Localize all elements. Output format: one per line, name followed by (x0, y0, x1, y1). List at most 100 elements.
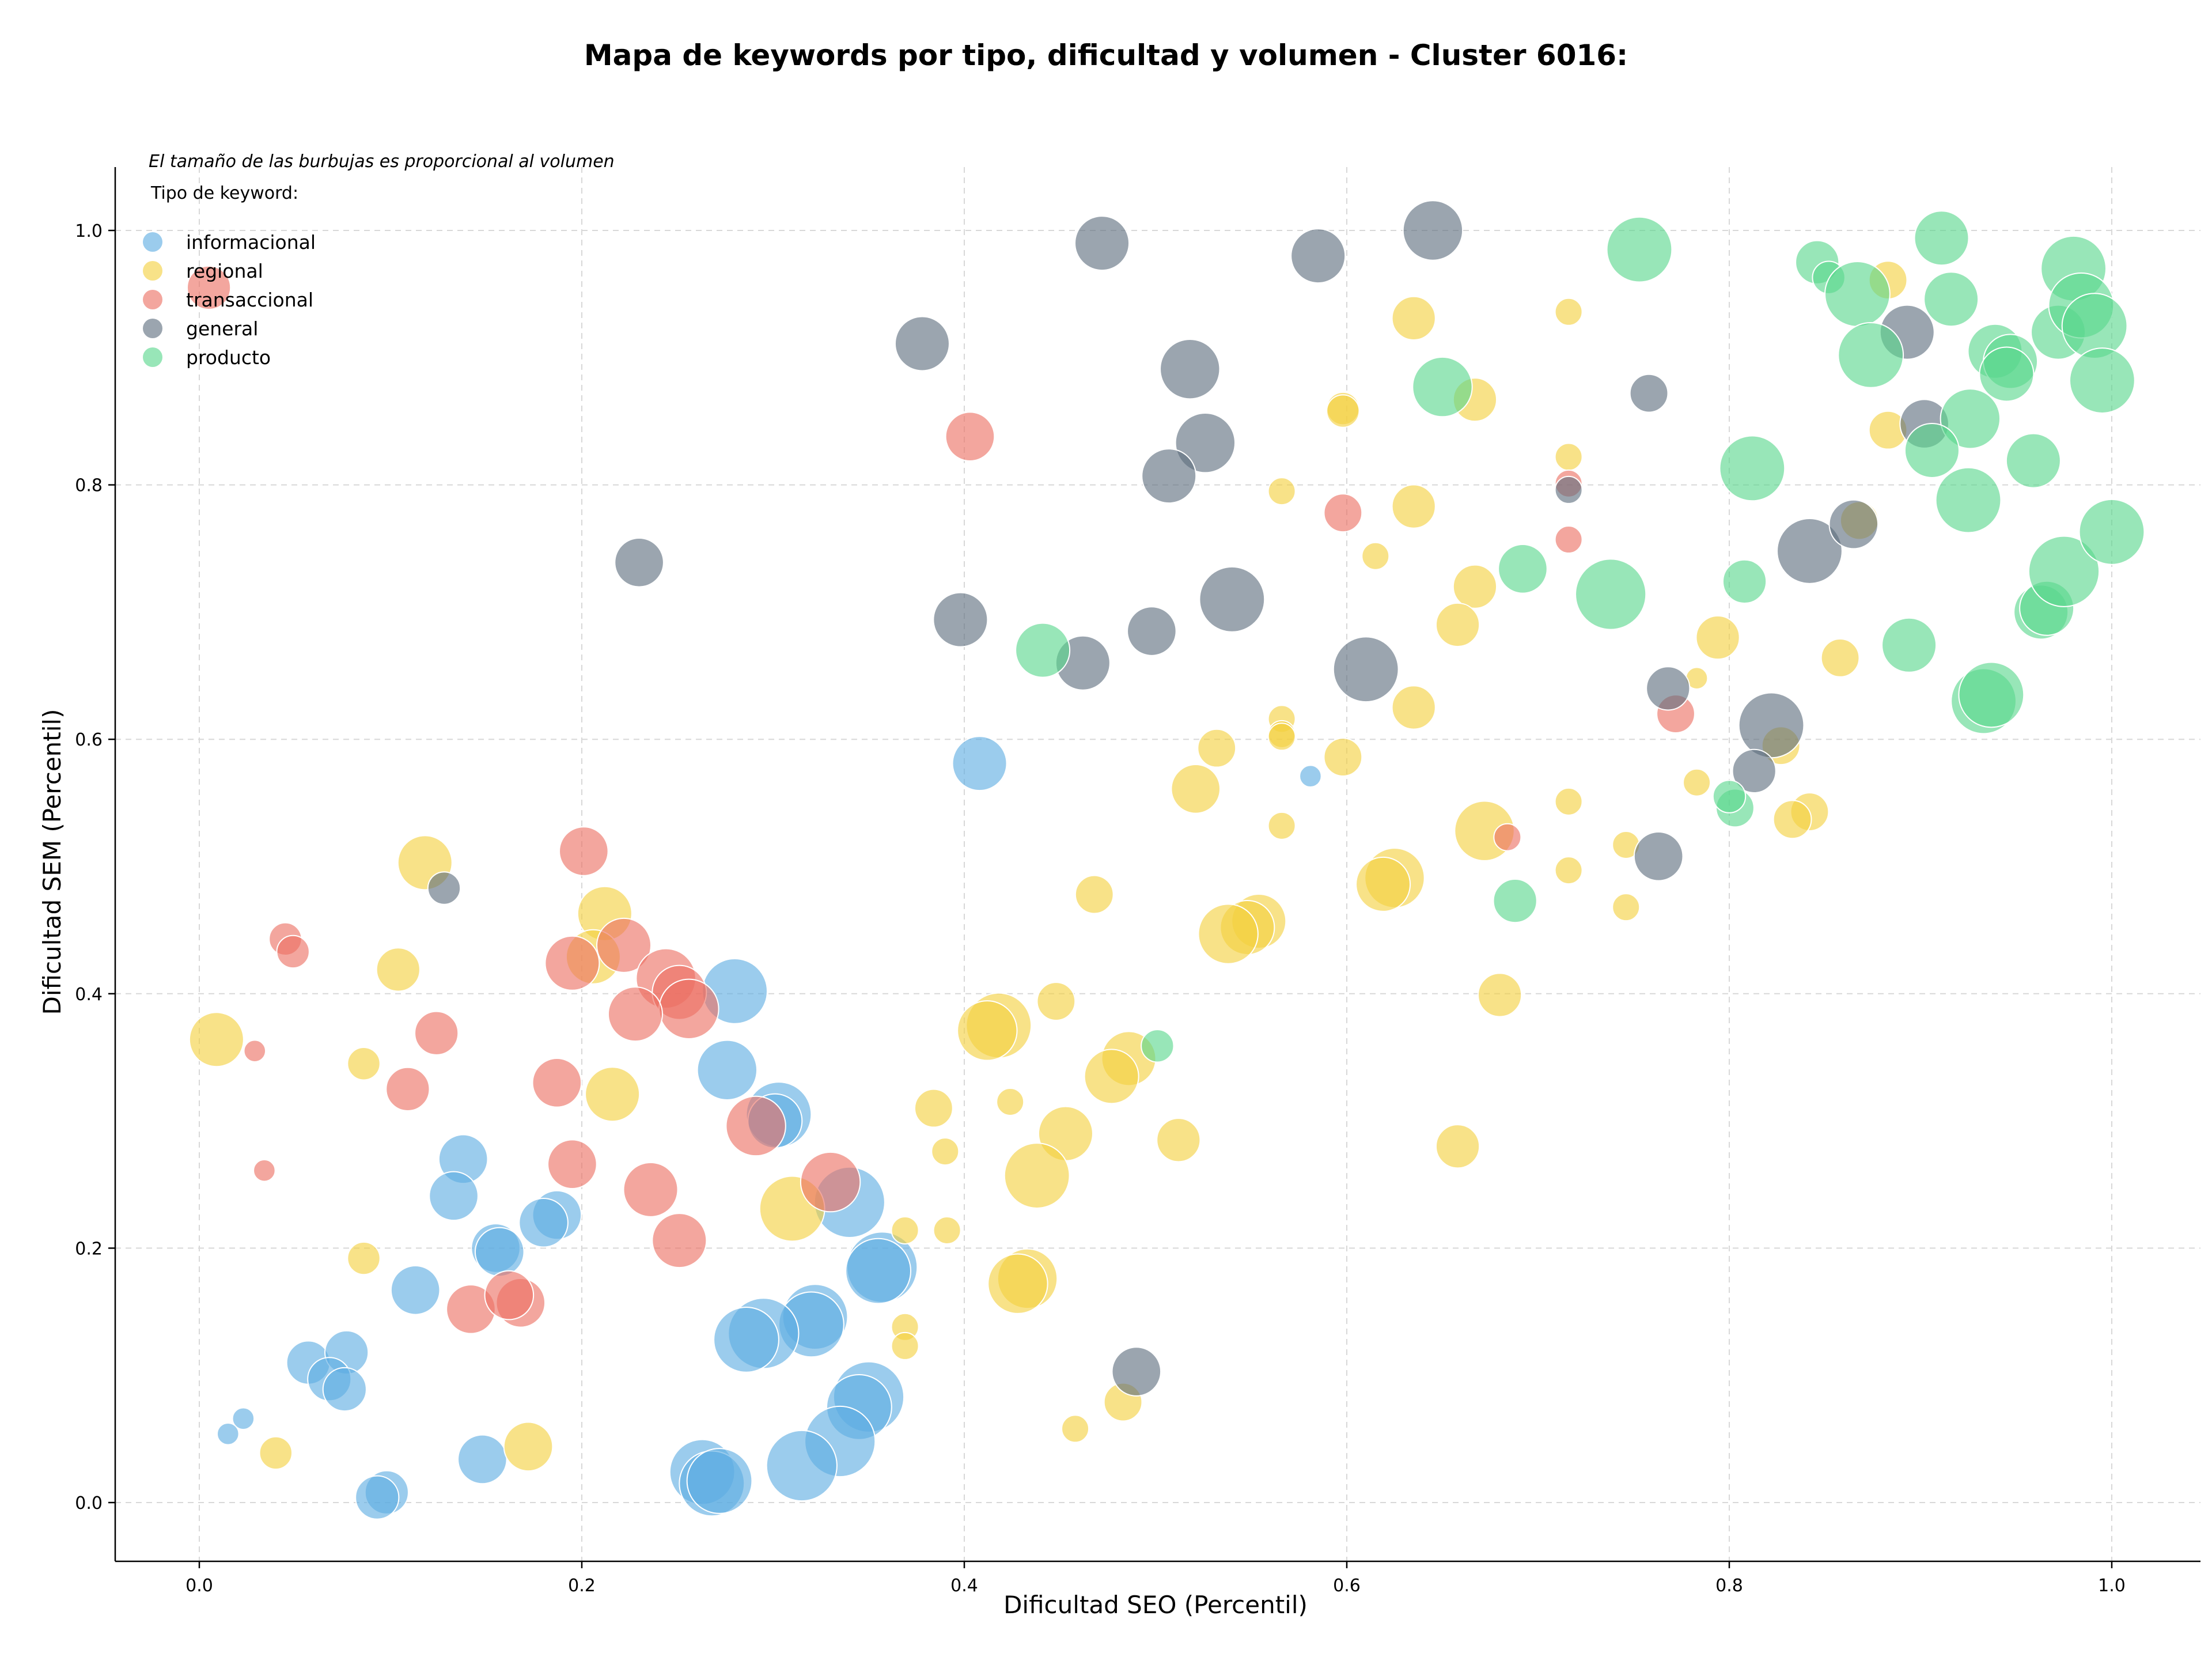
bubble-producto (1824, 261, 1891, 327)
bubble-regional (1435, 1124, 1480, 1169)
bubble-producto (1881, 617, 1937, 673)
series-general (427, 200, 1949, 1397)
bubble-general (1777, 518, 1843, 584)
x-tick-label: 0.8 (1715, 1576, 1743, 1596)
bubble-producto (2005, 433, 2061, 489)
bubble-regional (1197, 728, 1237, 768)
bubble-regional (376, 947, 421, 992)
bubble-informacional (1299, 765, 1322, 788)
bubble-general (1629, 373, 1669, 413)
bubble-producto (1904, 422, 1960, 478)
bubble-transaccional (652, 1213, 707, 1269)
bubble-general (1111, 1346, 1162, 1397)
legend-label-producto: producto (186, 346, 271, 369)
bubble-transaccional (484, 1270, 535, 1321)
bubble-general (1738, 692, 1805, 759)
bubble-transaccional (276, 934, 310, 969)
bubble-informacional (952, 736, 1007, 792)
bubble-regional (347, 1047, 381, 1081)
bubble-informacional (217, 1422, 240, 1446)
bubble-general (1402, 200, 1464, 261)
bubble-regional (1361, 542, 1390, 570)
x-tick-label: 0.2 (568, 1576, 596, 1596)
bubble-regional (1171, 764, 1221, 814)
bubble-transaccional (187, 265, 232, 310)
bubble-informacional (845, 1238, 911, 1304)
bubble-regional (1036, 982, 1076, 1021)
bubble-general (1646, 666, 1691, 711)
bubble-regional (1198, 903, 1259, 964)
bubble-general (1828, 499, 1879, 550)
bubble-regional (1554, 856, 1583, 885)
bubble-transaccional (596, 917, 652, 973)
bubble-producto (1940, 388, 2001, 449)
legend-label-transaccional: transaccional (186, 289, 313, 311)
bubble-general (1332, 636, 1399, 703)
bubble-regional (1478, 973, 1522, 1017)
bubble-producto (1838, 321, 1904, 388)
bubble-general (1141, 448, 1197, 504)
x-tick-label: 1.0 (2098, 1576, 2126, 1596)
legend-note: El tamaño de las burbujas es proporciona… (149, 152, 615, 172)
bubble-producto (1015, 622, 1071, 678)
bubble-transaccional (658, 978, 719, 1039)
bubble-producto (1498, 544, 1548, 594)
x-tick-label: 0.0 (185, 1576, 213, 1596)
bubble-regional (1267, 477, 1296, 506)
bubble-informacional (686, 1448, 753, 1514)
bubble-regional (1391, 296, 1436, 340)
bubble-producto (1914, 210, 1969, 266)
bubble-regional (1554, 442, 1583, 471)
bubble-producto (2078, 498, 2145, 565)
bubble-general (1554, 475, 1583, 504)
bubble-regional (188, 1012, 244, 1068)
y-tick-label: 0.4 (75, 985, 103, 1005)
bubble-producto (1923, 271, 1979, 327)
bubble-general (1199, 566, 1266, 633)
bubble-general (1175, 413, 1236, 474)
bubble-producto (1719, 435, 1786, 502)
bubble-transaccional (253, 1159, 276, 1182)
bubble-transaccional (607, 986, 663, 1042)
bubble-transaccional (725, 1095, 786, 1157)
bubble-producto (1958, 661, 2025, 728)
series-producto (1015, 210, 2145, 1063)
bubble-regional (1683, 768, 1711, 797)
bubble-transaccional (559, 826, 609, 876)
bubble-transaccional (532, 1058, 582, 1108)
series-informacional (217, 736, 1322, 1520)
bubble-regional (1156, 1118, 1201, 1163)
legend-title: Tipo de keyword: (150, 183, 298, 203)
bubble-regional (996, 1087, 1025, 1116)
bubble-informacional (766, 1429, 838, 1502)
bubble-regional (987, 1253, 1048, 1314)
bubble-regional (1695, 615, 1740, 660)
x-tick-label: 0.4 (950, 1576, 978, 1596)
chart-title: Mapa de keywords por tipo, dificultad y … (584, 39, 1628, 72)
bubble-regional (1452, 564, 1498, 609)
bubble-regional (1323, 737, 1363, 777)
bubble-producto (1412, 356, 1473, 418)
bubble-regional (1267, 722, 1296, 751)
bubble-informacional (457, 1434, 507, 1485)
bubble-general (427, 871, 461, 905)
x-axis-label: Dificultad SEO (Percentil) (1003, 1591, 1308, 1619)
bubble-general (894, 316, 950, 372)
bubble-regional (891, 1216, 919, 1244)
bubble-producto (2028, 535, 2100, 607)
bubble-regional (585, 1066, 641, 1122)
bubble-regional (1612, 893, 1641, 922)
bubble-producto (1575, 558, 1647, 630)
bubble-general (1127, 606, 1177, 656)
bubble-general (614, 537, 664, 588)
bubble-informacional (322, 1367, 367, 1412)
bubble-regional (914, 1088, 953, 1128)
bubble-informacional (518, 1197, 569, 1248)
bubble-regional (1084, 1049, 1139, 1104)
bubble-regional (1267, 811, 1296, 840)
bubble-general (1160, 338, 1221, 400)
bubble-regional (1074, 875, 1114, 914)
legend-label-informacional: informacional (186, 231, 316, 253)
bubble-general (1290, 228, 1346, 284)
